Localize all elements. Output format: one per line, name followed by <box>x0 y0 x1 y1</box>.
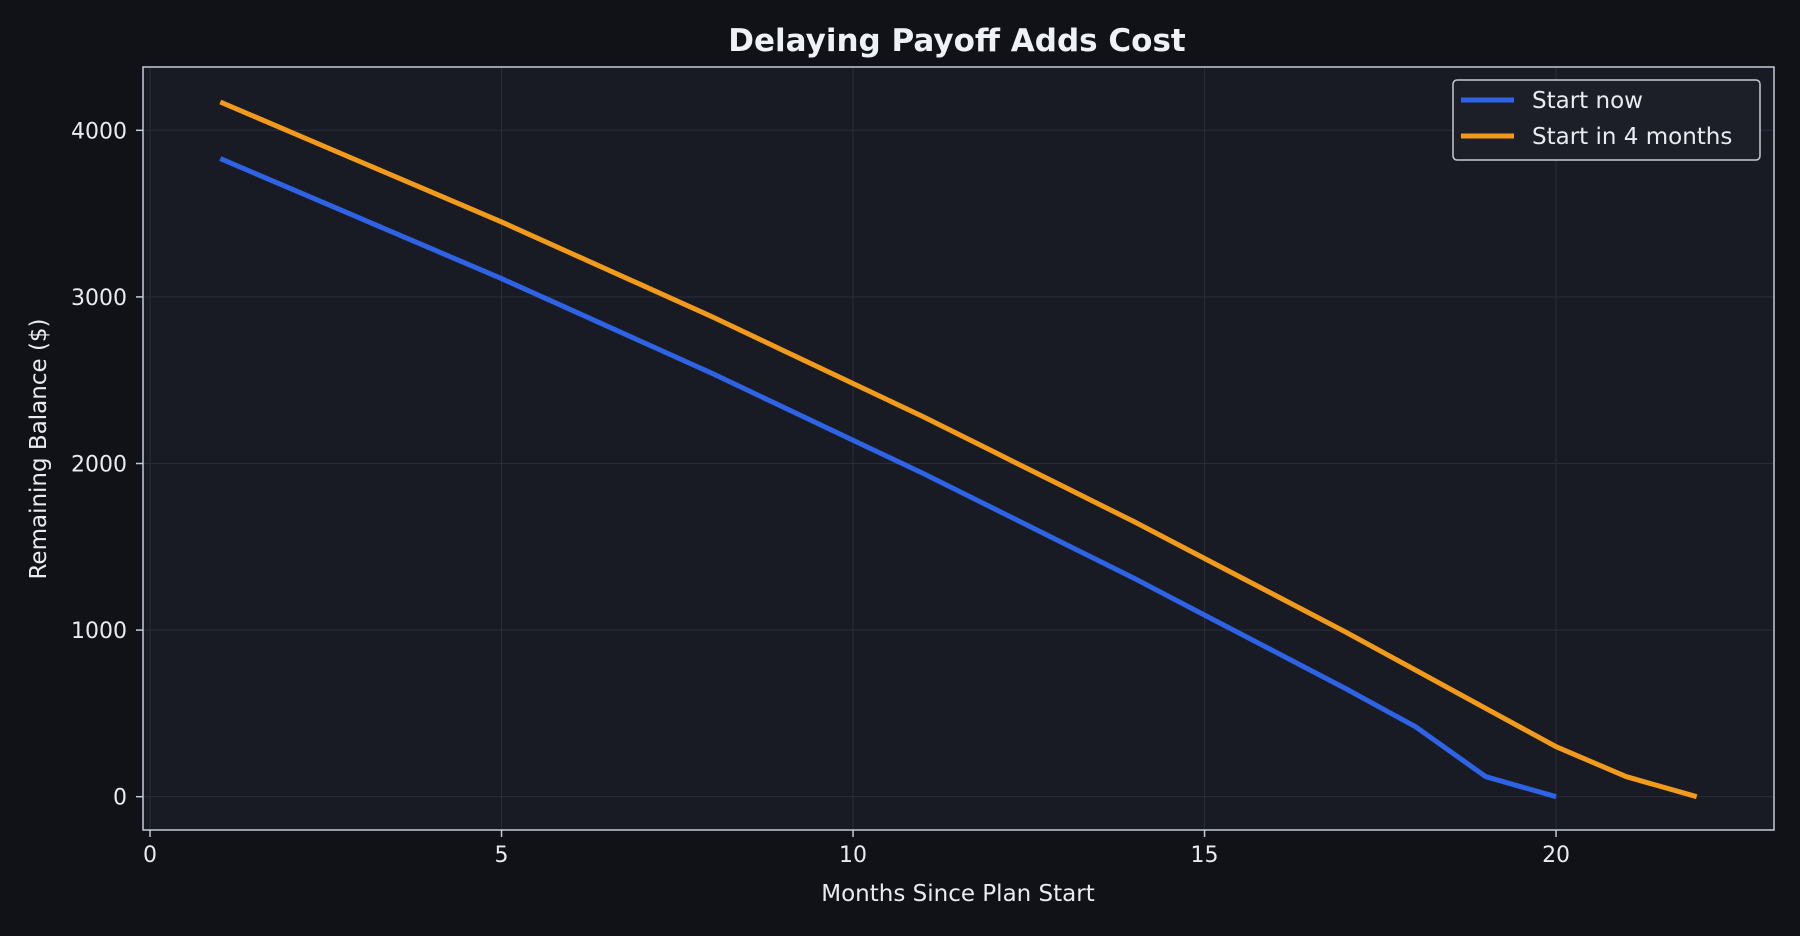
chart-title: Delaying Payoff Adds Cost <box>728 23 1186 59</box>
plot-area <box>143 67 1774 830</box>
x-tick-label: 5 <box>495 843 509 868</box>
y-tick-label: 0 <box>113 786 127 811</box>
y-tick-label: 2000 <box>71 452 127 477</box>
x-tick-label: 0 <box>143 843 157 868</box>
x-tick-label: 15 <box>1191 843 1219 868</box>
y-axis-label: Remaining Balance ($) <box>26 318 52 579</box>
legend-label-start-in-4-months: Start in 4 months <box>1532 124 1732 150</box>
y-tick-label: 4000 <box>71 119 127 144</box>
legend: Start now Start in 4 months <box>1453 80 1760 160</box>
y-tick-label: 3000 <box>71 286 127 311</box>
x-tick-label: 10 <box>839 843 867 868</box>
y-tick-label: 1000 <box>71 619 127 644</box>
x-tick-label: 20 <box>1542 843 1570 868</box>
legend-label-start-now: Start now <box>1532 88 1643 114</box>
x-axis-label: Months Since Plan Start <box>821 881 1094 907</box>
